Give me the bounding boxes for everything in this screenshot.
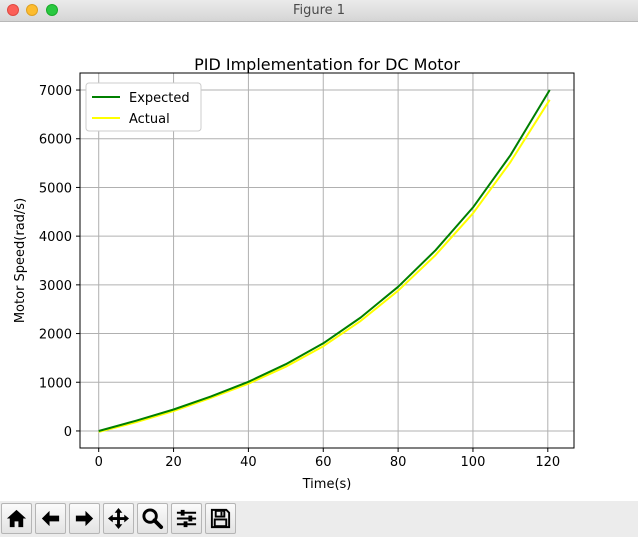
home-icon — [6, 509, 27, 528]
forward-arrow-icon — [75, 510, 94, 527]
axis-ticks: 0 20 40 60 80 100 120 0 1000 2000 3000 4000 5000 6000… — [39, 84, 560, 470]
pan-button[interactable] — [103, 503, 134, 534]
series-line-actual — [98, 99, 551, 433]
configure-subplots-button[interactable] — [171, 503, 202, 534]
y-tick-label: 3000 — [39, 279, 72, 294]
plot-frame — [79, 72, 575, 449]
x-tick-label: 80 — [390, 455, 407, 470]
y-tick-label: 7000 — [39, 84, 72, 99]
legend-label-expected: Expected — [129, 91, 190, 106]
x-tick-label: 20 — [165, 455, 182, 470]
series-lines — [98, 89, 551, 433]
y-tick-label: 5000 — [39, 181, 72, 196]
x-tick-label: 120 — [535, 455, 560, 470]
window-titlebar: Figure 1 — [0, 0, 638, 22]
x-tick-label: 60 — [315, 455, 332, 470]
x-tick-label: 0 — [95, 455, 103, 470]
forward-button[interactable] — [69, 503, 100, 534]
save-button[interactable] — [205, 503, 236, 534]
save-floppy-icon — [210, 508, 231, 529]
chart-title: PID Implementation for DC Motor — [194, 55, 460, 74]
y-tick-label: 2000 — [39, 328, 72, 343]
minimize-window-button[interactable] — [26, 4, 38, 16]
window-title: Figure 1 — [292, 3, 346, 18]
line-chart: 0 20 40 60 80 100 120 0 1000 2000 3000 4000 5000 6000… — [13, 55, 575, 492]
back-arrow-icon — [41, 510, 60, 527]
y-tick-label: 0 — [64, 425, 72, 440]
back-button[interactable] — [35, 503, 66, 534]
figure-canvas: 0 20 40 60 80 100 120 0 1000 2000 3000 4000 5000 6000… — [0, 22, 638, 501]
pan-move-icon — [107, 507, 130, 530]
zoom-magnifier-icon — [142, 508, 164, 530]
y-tick-label: 6000 — [39, 133, 72, 148]
home-button[interactable] — [1, 503, 32, 534]
y-tick-label: 1000 — [39, 376, 72, 391]
y-axis-label: Motor Speed(rad/s) — [13, 198, 28, 323]
navigation-toolbar — [0, 501, 638, 537]
legend: Expected Actual — [85, 82, 202, 132]
legend-label-actual: Actual — [129, 112, 170, 127]
configure-subplots-icon — [176, 509, 197, 528]
x-tick-label: 100 — [461, 455, 486, 470]
y-tick-label: 4000 — [39, 230, 72, 245]
x-axis-label: Time(s) — [302, 477, 352, 492]
zoom-button[interactable] — [137, 503, 168, 534]
close-window-button[interactable] — [7, 4, 19, 16]
x-tick-label: 40 — [240, 455, 257, 470]
series-line-expected — [98, 89, 551, 432]
maximize-window-button[interactable] — [46, 4, 58, 16]
